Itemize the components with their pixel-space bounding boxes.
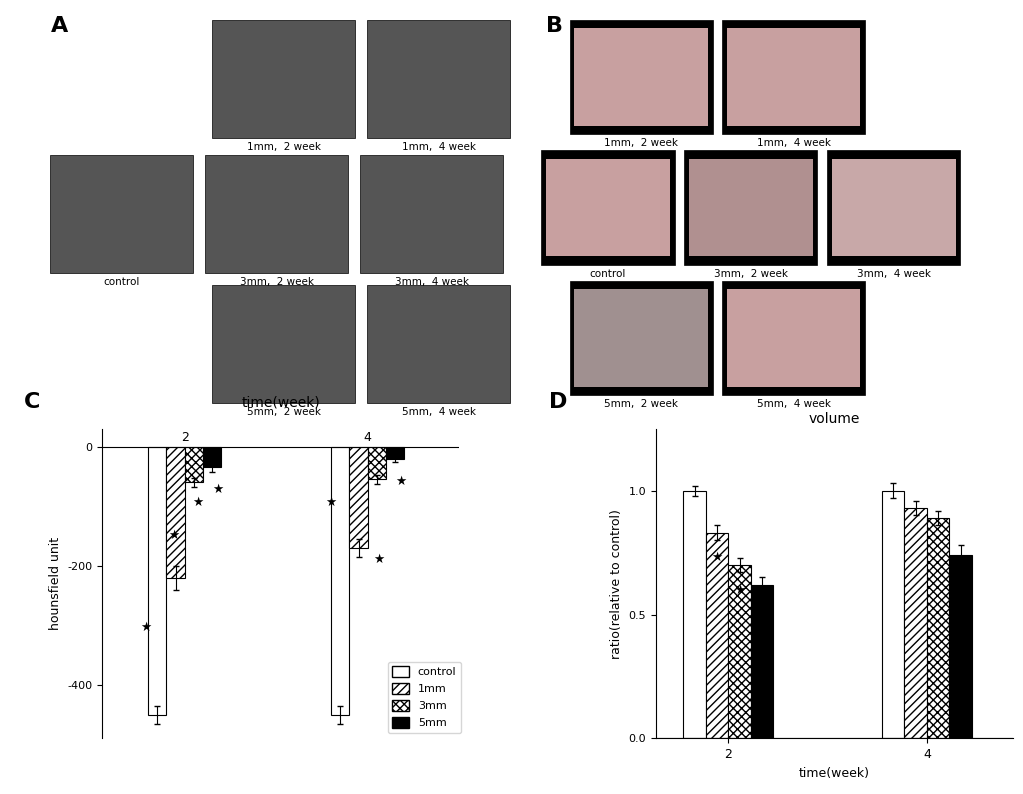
Text: 5mm,  2 week: 5mm, 2 week	[247, 407, 321, 417]
Text: A: A	[50, 16, 68, 36]
Bar	[570, 281, 713, 395]
Text: C: C	[24, 391, 40, 411]
Text: 5mm,  2 week: 5mm, 2 week	[605, 399, 678, 409]
Bar	[331, 446, 350, 715]
Title: volume: volume	[808, 412, 860, 426]
Text: 2: 2	[181, 430, 188, 444]
Bar	[185, 446, 203, 482]
Text: 3mm,  4 week: 3mm, 4 week	[856, 268, 931, 279]
Bar	[722, 20, 865, 134]
Text: ★: ★	[757, 603, 768, 616]
Bar	[751, 585, 773, 738]
Bar	[148, 446, 167, 715]
Text: 3mm,  4 week: 3mm, 4 week	[395, 277, 469, 287]
Bar	[350, 446, 368, 548]
Bar	[360, 155, 503, 272]
Bar	[368, 446, 386, 480]
Bar	[727, 289, 860, 387]
Text: ★: ★	[212, 483, 223, 496]
Bar	[50, 155, 193, 272]
Bar	[727, 29, 860, 126]
Bar	[904, 508, 927, 738]
Bar	[684, 151, 817, 264]
Bar	[827, 151, 961, 264]
Bar	[167, 446, 185, 578]
Bar	[546, 159, 670, 256]
Bar	[706, 533, 728, 738]
Bar	[683, 491, 706, 738]
Text: ★: ★	[395, 476, 406, 488]
Text: ★: ★	[954, 576, 966, 589]
Text: D: D	[548, 391, 567, 411]
Bar	[575, 289, 708, 387]
Y-axis label: ratio(relative to control): ratio(relative to control)	[610, 509, 623, 658]
Title: time(week): time(week)	[241, 395, 320, 410]
Text: control: control	[103, 277, 140, 287]
Bar	[367, 20, 510, 138]
Text: 1mm,  4 week: 1mm, 4 week	[402, 142, 476, 152]
Text: 1mm,  2 week: 1mm, 2 week	[247, 142, 321, 152]
Bar	[949, 555, 972, 738]
Text: ★: ★	[192, 496, 204, 509]
Text: ★: ★	[373, 553, 385, 566]
Bar	[832, 159, 955, 256]
Bar	[541, 151, 674, 264]
Text: ★: ★	[325, 496, 337, 509]
Bar	[927, 518, 949, 738]
Bar	[882, 491, 904, 738]
Text: 5mm,  4 week: 5mm, 4 week	[402, 407, 476, 417]
Text: ★: ★	[168, 529, 179, 542]
Bar	[213, 20, 355, 138]
Bar	[722, 281, 865, 395]
Legend: control, 1mm, 3mm, 5mm: control, 1mm, 3mm, 5mm	[388, 661, 461, 733]
Text: 3mm,  2 week: 3mm, 2 week	[714, 268, 788, 279]
Bar	[570, 20, 713, 134]
Text: B: B	[546, 16, 563, 36]
Bar	[206, 155, 348, 272]
Bar	[575, 29, 708, 126]
Bar	[386, 446, 404, 458]
Text: ★: ★	[712, 551, 723, 565]
Bar	[688, 159, 812, 256]
Text: ★: ★	[140, 621, 151, 634]
Text: 3mm,  2 week: 3mm, 2 week	[239, 277, 314, 287]
Text: 1mm,  2 week: 1mm, 2 week	[605, 138, 678, 148]
Bar	[728, 565, 751, 738]
Text: 4: 4	[364, 430, 371, 444]
Y-axis label: hounsfield unit: hounsfield unit	[49, 537, 62, 630]
Bar	[367, 285, 510, 403]
Bar	[213, 285, 355, 403]
Bar	[203, 446, 221, 468]
Text: control: control	[589, 268, 626, 279]
Text: 5mm,  4 week: 5mm, 4 week	[757, 399, 831, 409]
Text: 1mm,  4 week: 1mm, 4 week	[757, 138, 831, 148]
Text: ★: ★	[735, 584, 746, 596]
X-axis label: time(week): time(week)	[799, 767, 870, 780]
